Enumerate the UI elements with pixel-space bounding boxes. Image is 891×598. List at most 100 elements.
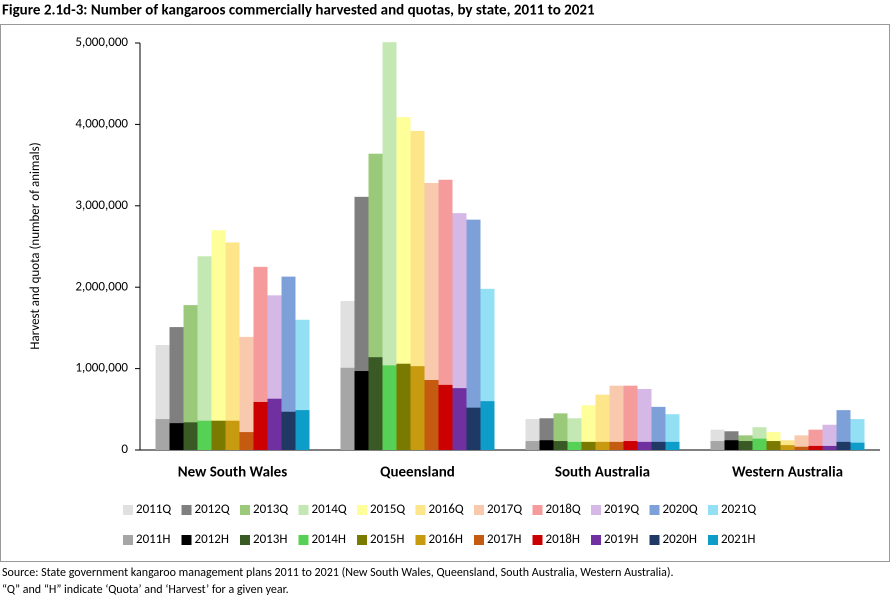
bar	[183, 422, 198, 450]
bar	[211, 420, 226, 450]
bar	[183, 305, 198, 450]
bar	[822, 424, 837, 450]
legend-label: 2017H	[487, 532, 521, 547]
legend-swatch	[532, 535, 543, 545]
y-tick-label: 5,000,000	[75, 35, 128, 50]
bar	[581, 441, 596, 450]
legend-label: 2017Q	[487, 502, 522, 517]
x-tick-label: Queensland	[380, 464, 455, 482]
bar	[553, 441, 568, 450]
bar	[651, 441, 666, 450]
legend-swatch	[591, 535, 601, 545]
bar	[665, 441, 680, 450]
legend-label: 2015H	[370, 532, 404, 547]
legend-label: 2015Q	[370, 502, 405, 517]
legend-label: 2020Q	[663, 502, 698, 517]
bar	[281, 411, 296, 450]
y-tick-label: 3,000,000	[75, 198, 128, 213]
chart-border	[0, 24, 890, 562]
legend-swatch	[357, 505, 367, 515]
bar	[766, 441, 781, 450]
legend-swatch	[298, 505, 309, 515]
bar	[452, 388, 467, 450]
legend-label: 2013H	[253, 532, 287, 547]
bar	[466, 219, 481, 450]
bar	[637, 388, 652, 450]
bar	[340, 367, 355, 450]
bar	[424, 379, 439, 450]
legend-swatch	[240, 535, 250, 545]
bar	[850, 419, 865, 450]
legend-label: 2012Q	[195, 502, 230, 517]
legend-label: 2011Q	[136, 502, 171, 517]
chart-title: Figure 2.1d-3: Number of kangaroos comme…	[2, 2, 595, 20]
bar	[836, 410, 851, 450]
legend-swatch	[181, 535, 192, 545]
x-tick-label: Western Australia	[732, 464, 843, 482]
bar	[724, 440, 739, 450]
bar	[155, 419, 170, 450]
bar	[480, 401, 495, 450]
legend-swatch	[708, 505, 718, 515]
legend-swatch	[357, 535, 367, 545]
legend-swatch	[591, 505, 601, 515]
bar	[281, 276, 296, 450]
bar	[410, 366, 425, 450]
legend-label: 2018H	[546, 532, 580, 547]
bar	[651, 406, 666, 450]
legend-swatch	[415, 505, 426, 515]
bar	[525, 441, 540, 450]
bar	[752, 438, 767, 450]
legend-swatch	[474, 505, 484, 515]
bar	[623, 441, 638, 450]
legend-swatch	[181, 505, 192, 515]
bar	[780, 445, 795, 450]
legend-label: 2016Q	[429, 502, 464, 517]
legend-label: 2014H	[312, 532, 346, 547]
bar	[267, 398, 282, 450]
bar	[438, 179, 453, 450]
y-tick-label: 4,000,000	[75, 117, 128, 132]
legend-label: 2021H	[721, 532, 755, 547]
source: Source: State government kangaroo manage…	[2, 566, 674, 580]
legend-swatch	[708, 535, 718, 545]
bar	[553, 413, 568, 450]
bar	[738, 441, 753, 450]
legend-swatch	[474, 535, 484, 545]
bar	[794, 446, 809, 450]
bar	[567, 441, 582, 450]
legend-label: 2013Q	[253, 502, 288, 517]
legend-swatch	[649, 505, 660, 515]
bar	[665, 414, 680, 450]
bar	[253, 401, 268, 450]
bar	[808, 445, 823, 450]
x-tick-label: South Australia	[555, 464, 650, 482]
legend-label: 2014Q	[312, 502, 347, 517]
bar	[225, 420, 240, 450]
bar	[794, 435, 809, 450]
bar	[354, 371, 369, 450]
bar	[609, 441, 624, 450]
bar	[239, 336, 254, 450]
bar	[197, 420, 212, 450]
legend-label: 2011H	[136, 532, 170, 547]
bar	[637, 441, 652, 450]
bar	[609, 385, 624, 450]
bar	[595, 441, 610, 450]
bar	[169, 327, 184, 450]
bar	[169, 423, 184, 450]
legend-swatch	[240, 505, 250, 515]
bar	[466, 407, 481, 450]
legend-label: 2021Q	[721, 502, 756, 517]
x-tick-label: New South Wales	[178, 464, 287, 482]
y-tick-label: 1,000,000	[75, 361, 128, 376]
bar	[623, 385, 638, 450]
bar	[539, 440, 554, 450]
y-axis-title: Harvest and quota (number of animals)	[28, 142, 43, 349]
legend-swatch	[298, 535, 309, 545]
bar	[197, 256, 212, 450]
legend-label: 2016H	[429, 532, 463, 547]
legend-label: 2019Q	[604, 502, 639, 517]
y-tick-label: 2,000,000	[75, 279, 128, 294]
